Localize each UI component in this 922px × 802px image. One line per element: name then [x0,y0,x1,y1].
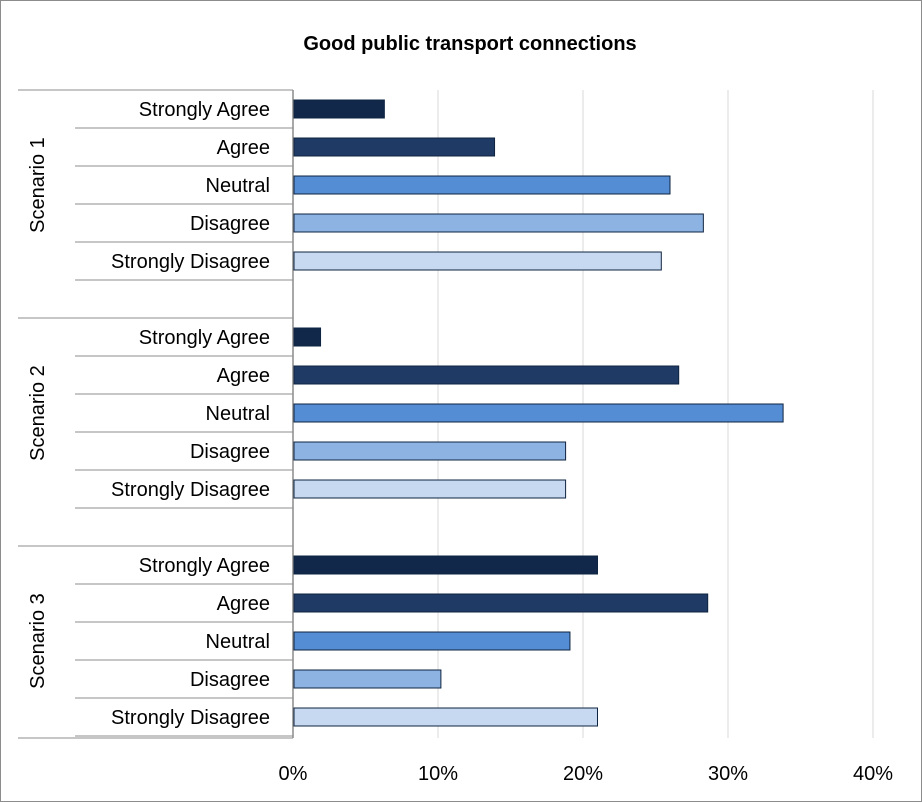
chart-title: Good public transport connections [303,33,636,55]
category-axis [18,89,294,739]
bar [293,631,571,651]
category-label: Disagree [190,441,270,463]
x-tick-label: 10% [418,763,458,785]
bar [293,441,567,461]
category-label: Disagree [190,669,270,691]
category-label: Strongly Disagree [111,479,270,501]
bar [293,175,671,195]
category-label: Strongly Disagree [111,707,270,729]
x-tick-label: 0% [279,763,308,785]
bars [293,99,784,727]
group-labels: Scenario 1 Scenario 2 Scenario 3 [27,137,49,689]
x-tick-label: 20% [563,763,603,785]
bar [293,365,680,385]
x-tick-labels: 0% 10% 20% 30% 40% [279,763,894,785]
bar [293,213,704,233]
bar [293,137,496,157]
x-tick-label: 30% [708,763,748,785]
x-tick-label: 40% [853,763,893,785]
category-label: Strongly Agree [139,327,270,349]
category-label: Strongly Agree [139,555,270,577]
bar [293,555,598,575]
group-label: Scenario 1 [27,137,49,233]
category-label: Neutral [206,631,270,653]
category-label: Disagree [190,213,270,235]
category-label: Agree [217,365,270,387]
category-label: Strongly Disagree [111,251,270,273]
group-label: Scenario 2 [27,365,49,461]
category-labels: Strongly Agree Agree Neutral Disagree Strong… [111,99,270,729]
bar [293,707,598,727]
category-label: Agree [217,593,270,615]
bar [293,327,322,347]
category-label: Neutral [206,175,270,197]
bar [293,403,784,423]
category-label: Neutral [206,403,270,425]
category-label: Agree [217,137,270,159]
bar [293,99,385,119]
bar [293,669,442,689]
bar [293,479,567,499]
bar [293,593,709,613]
bar [293,251,662,271]
group-label: Scenario 3 [27,593,49,689]
category-label: Strongly Agree [139,99,270,121]
